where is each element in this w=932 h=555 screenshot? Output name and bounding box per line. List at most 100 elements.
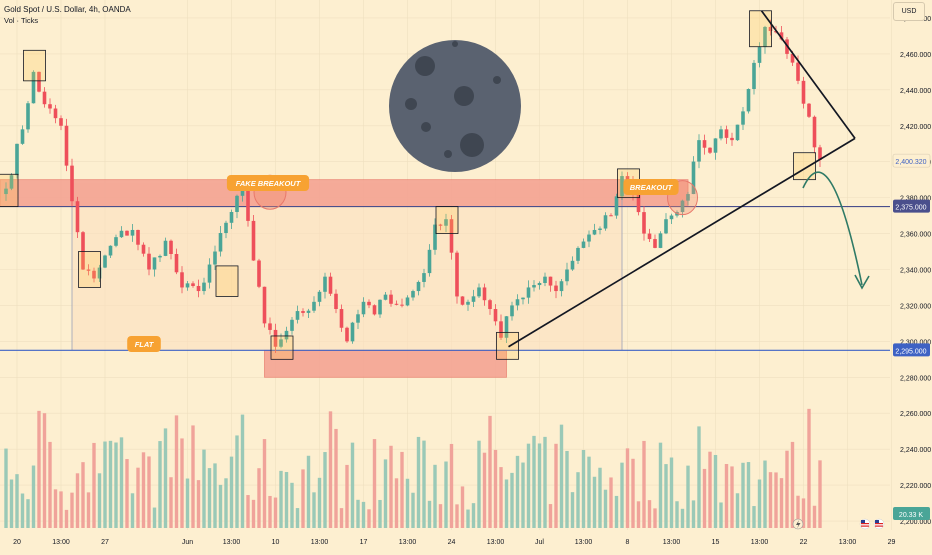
x-tick-label: 13:00 — [751, 539, 769, 546]
candle-body — [97, 267, 102, 279]
volume-bar — [4, 448, 8, 528]
volume-bar — [75, 473, 80, 528]
volume-bar — [554, 443, 558, 528]
candle-body — [147, 253, 151, 270]
candle-body — [224, 222, 228, 234]
volume-bar — [53, 489, 58, 528]
candle-body — [53, 108, 58, 119]
candle-body — [196, 285, 201, 292]
volume-bar — [796, 495, 800, 528]
x-tick-label: 13:00 — [399, 539, 417, 546]
volume-bar — [433, 464, 437, 528]
volume-bar — [339, 508, 344, 528]
volume-bar — [455, 504, 459, 528]
y-tick-label: 2,460.000 — [900, 52, 931, 59]
volume-bar — [532, 435, 536, 528]
volume-bar — [312, 492, 316, 528]
level-price-tag — [893, 343, 930, 357]
volume-bar — [471, 503, 476, 528]
label-flat-bg — [127, 336, 161, 352]
currency-button[interactable]: USD — [893, 2, 925, 21]
x-tick-label: 24 — [448, 539, 456, 546]
x-tick-label: 13:00 — [487, 539, 505, 546]
candle-body — [207, 264, 212, 283]
volume-bar — [394, 478, 399, 528]
candle-body — [708, 147, 712, 153]
candle-body — [86, 269, 91, 271]
moon-crater — [460, 133, 484, 157]
candle-body — [339, 309, 344, 328]
label-fake-breakout-bg — [226, 175, 310, 191]
us-flag-icon[interactable] — [859, 518, 871, 530]
volume-bar — [400, 451, 404, 528]
volume-bar — [92, 442, 96, 528]
volume-bar — [224, 478, 228, 528]
candle-body — [372, 305, 377, 315]
candle-body — [812, 116, 817, 148]
lightning-icon[interactable] — [792, 518, 804, 530]
candle-body — [108, 245, 113, 256]
volume-bar — [20, 493, 25, 528]
volume-bar — [697, 426, 701, 528]
trend-line-support — [508, 137, 856, 348]
volume-max-label: 20.33 K — [899, 512, 923, 519]
candle-body — [488, 300, 492, 310]
candle-body — [405, 297, 410, 306]
volume-bar — [125, 459, 129, 528]
volume-bar — [350, 442, 355, 528]
candle-body — [460, 296, 465, 305]
candle-body — [664, 219, 668, 234]
candle-body — [636, 194, 641, 213]
volume-bar — [526, 443, 531, 528]
candle-body — [422, 273, 426, 282]
volume-bar — [416, 436, 421, 528]
volume-bar — [636, 501, 641, 528]
candle-body — [235, 195, 239, 212]
volume-bar — [372, 439, 377, 528]
volume-bar — [702, 468, 707, 528]
volume-bar — [548, 504, 553, 528]
candle-body — [416, 281, 421, 292]
us-flag-icon[interactable] — [873, 518, 885, 530]
volume-bar — [15, 474, 19, 528]
candle-body — [614, 196, 619, 216]
marker-box-high — [23, 49, 46, 82]
candle-body — [543, 276, 547, 283]
x-tick-label: 13:00 — [839, 539, 857, 546]
candle-body — [510, 305, 514, 317]
candle-body — [570, 260, 575, 270]
candle-body — [609, 215, 613, 217]
us-flag-icon-stripe — [861, 525, 869, 527]
candle-body — [394, 303, 399, 305]
candle-body — [103, 255, 107, 268]
candle-body — [246, 183, 250, 221]
candle-body — [64, 125, 69, 166]
candle-body — [31, 71, 36, 104]
candle-body — [735, 124, 740, 141]
moon-crater — [405, 98, 417, 110]
volume-bar — [559, 424, 564, 528]
volume-bar — [570, 492, 575, 528]
moon-crater — [421, 122, 431, 132]
label-breakout: BREAKOUT — [630, 183, 674, 192]
volume-bar — [196, 480, 201, 528]
candle-body — [42, 91, 47, 105]
volume-bar — [598, 467, 602, 528]
volume-bar — [290, 482, 294, 528]
marker-box-bottom-2 — [496, 331, 519, 360]
x-tick-label: 13:00 — [575, 539, 593, 546]
volume-bar — [790, 441, 795, 528]
volume-bar — [59, 491, 63, 528]
candle-body — [763, 26, 767, 48]
volume-bar — [240, 414, 245, 528]
volume-bar — [218, 484, 223, 528]
candle-body — [449, 219, 454, 253]
projection-arrow — [802, 171, 863, 286]
x-tick-label: Jun — [182, 539, 193, 546]
volume-bar — [438, 504, 443, 528]
volume-bar — [680, 508, 685, 528]
current-price-tag — [892, 153, 931, 168]
label-breakout-bg — [623, 179, 679, 195]
